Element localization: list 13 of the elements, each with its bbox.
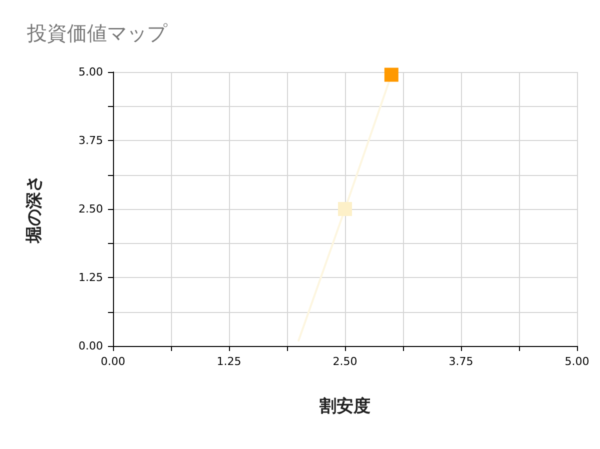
y-tick-label: 1.25 [78,271,103,284]
x-tick-label: 2.50 [332,355,358,368]
chart-title: 投資価値マップ [26,21,168,45]
y-tick-label: 5.00 [78,66,103,78]
x-axis-title: 割安度 [318,396,370,416]
x-tick-label: 3.75 [448,355,474,368]
y-tick-label: 2.50 [78,202,103,216]
x-tick-label: 1.25 [216,355,242,368]
x-tick-label: 0.00 [100,355,126,368]
y-tick-label: 3.75 [78,134,103,147]
y-axis-title: 堀の深さ [24,175,44,244]
y-tick-label: 0.00 [78,340,103,352]
x-tick-label: 5.00 [564,355,590,368]
